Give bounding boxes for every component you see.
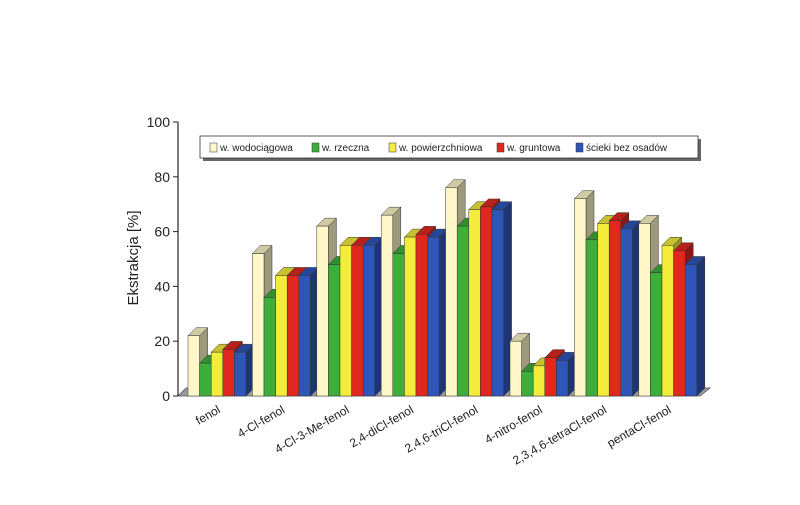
- y-tick-label: 20: [154, 333, 170, 349]
- y-axis-title: Ekstrakcja [%]: [125, 210, 142, 305]
- x-tick-label: 4-Cl-fenol: [235, 402, 287, 440]
- bars-group: [187, 179, 706, 397]
- bar-front: [222, 349, 235, 397]
- bar-front: [532, 365, 546, 397]
- bar: [362, 236, 384, 397]
- bar-front: [298, 275, 311, 397]
- bar-front: [491, 209, 504, 397]
- legend-label: w. rzeczna: [321, 143, 370, 154]
- x-tick-label: fenol: [193, 402, 223, 427]
- bar-front: [456, 225, 470, 397]
- bar: [426, 228, 448, 397]
- bar-front: [187, 335, 200, 397]
- y-tick-label: 100: [147, 114, 171, 130]
- legend-label: w. gruntowa: [506, 143, 561, 154]
- legend-label: w. wodociągowa: [219, 143, 293, 154]
- y-tick-label: 60: [154, 224, 170, 240]
- bar-front: [650, 272, 663, 397]
- bar-front: [480, 206, 493, 397]
- bar-front: [252, 253, 265, 397]
- bar-front: [620, 228, 633, 397]
- bar-front: [509, 340, 522, 397]
- bar-front: [521, 371, 534, 397]
- bar-front: [210, 351, 224, 397]
- bar-front: [574, 198, 587, 397]
- bar-side: [696, 255, 706, 397]
- bar-front: [328, 264, 341, 397]
- y-tick-label: 40: [154, 278, 170, 294]
- bar-front: [597, 223, 610, 397]
- bar: [298, 266, 320, 397]
- bar-front: [638, 223, 651, 397]
- bar-front: [351, 245, 364, 397]
- bar-front: [199, 362, 212, 397]
- bar-front: [684, 264, 698, 397]
- bar-front: [316, 225, 329, 397]
- legend-swatch: [209, 142, 218, 153]
- bar-front: [673, 250, 686, 397]
- bar-front: [275, 275, 288, 397]
- y-axis: 0 20 40 60 80 100: [147, 114, 179, 404]
- legend: w. wodociągowa w. rzeczna w. powierzchniow…: [199, 135, 701, 161]
- x-axis-labels: fenol 4-Cl-fenol4-Cl-3-Me-fenol2,4-diCl-f…: [193, 402, 673, 467]
- bar-front: [556, 360, 569, 397]
- y-tick-label: 80: [154, 169, 170, 185]
- bar-front: [404, 236, 417, 397]
- bar-front: [339, 245, 352, 397]
- bar: [491, 201, 513, 397]
- legend-label: w. powierzchniowa: [398, 143, 483, 154]
- bar-front: [661, 245, 674, 397]
- bar-front: [415, 234, 428, 397]
- legend-swatch: [496, 142, 505, 153]
- bar-front: [392, 253, 405, 397]
- bar-front: [608, 220, 622, 397]
- legend-swatch: [311, 142, 320, 153]
- bar-front: [362, 245, 376, 397]
- bar-front: [286, 275, 300, 397]
- legend-label: ścieki bez osadów: [586, 143, 668, 154]
- bar-front: [544, 357, 557, 397]
- bar: [620, 220, 642, 397]
- bar-front: [427, 236, 440, 397]
- bar: [555, 351, 577, 397]
- x-tick-label: pentaCl-fenol: [605, 402, 674, 450]
- y-tick-label: 0: [162, 388, 170, 404]
- legend-box: [199, 135, 699, 159]
- x-tick-label: 2,4,6-triCl-fenol: [402, 402, 480, 455]
- bar: [684, 255, 706, 397]
- bar-front: [445, 187, 458, 397]
- bar-front: [380, 214, 394, 397]
- bar-front: [263, 297, 276, 397]
- legend-swatch: [575, 142, 584, 153]
- legend-swatch: [388, 142, 397, 153]
- bar: [233, 343, 255, 397]
- bar-front: [234, 351, 247, 397]
- bar-front: [468, 209, 481, 397]
- bar-front: [585, 239, 598, 397]
